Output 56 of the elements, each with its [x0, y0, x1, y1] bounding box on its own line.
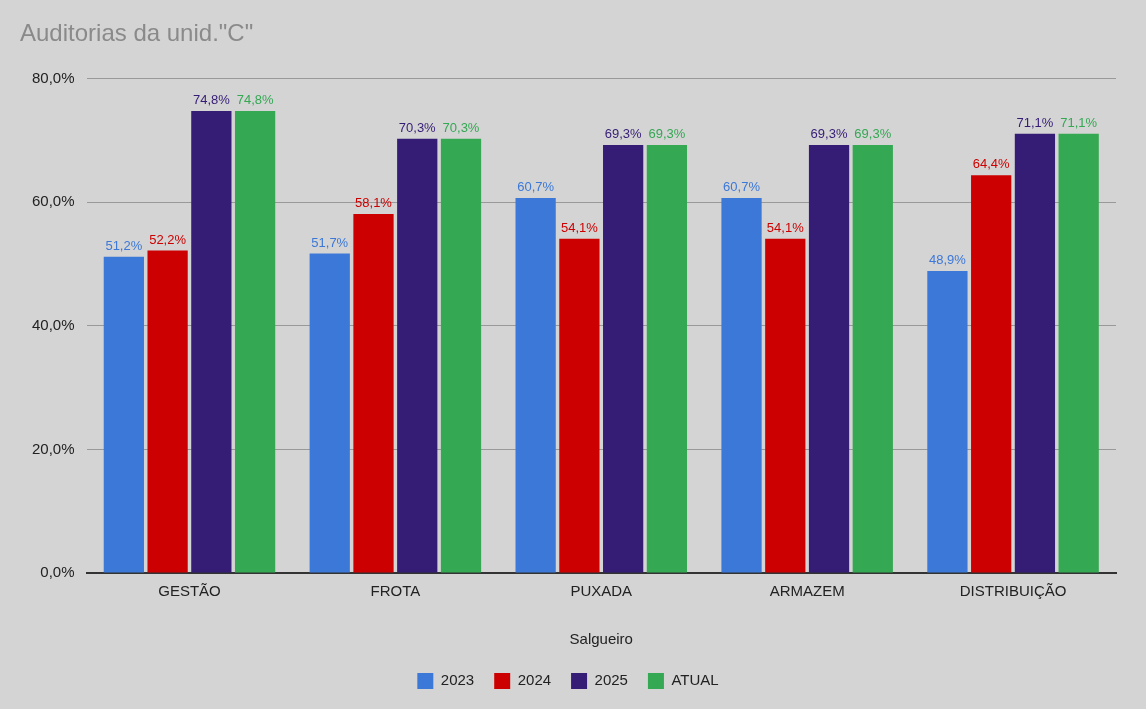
- data-label: 51,2%: [105, 237, 143, 253]
- data-label: 70,3%: [398, 119, 437, 135]
- bar: [353, 214, 394, 573]
- x-tick-label: ARMAZEM: [769, 582, 845, 600]
- legend-label: ATUAL: [671, 671, 719, 689]
- data-label: 54,1%: [560, 219, 599, 235]
- legend-label: 2023: [440, 671, 475, 689]
- bar: [646, 144, 688, 573]
- data-label: 70,3%: [442, 119, 480, 135]
- chart-title: Auditorias da unid."C": [20, 19, 254, 47]
- bar: [191, 110, 232, 573]
- x-axis-title: Salgueiro: [569, 630, 633, 648]
- y-tick-label: 80,0%: [31, 68, 75, 86]
- bar: [147, 250, 188, 573]
- bar: [1014, 133, 1056, 573]
- data-label: 58,1%: [355, 195, 393, 211]
- y-tick-label: 40,0%: [31, 316, 75, 334]
- legend-label: 2025: [594, 671, 628, 689]
- data-label: 71,1%: [1016, 114, 1054, 130]
- bar: [808, 144, 850, 573]
- data-label: 51,7%: [311, 234, 349, 250]
- bar: [721, 198, 762, 573]
- bar: [603, 144, 644, 573]
- data-label: 69,3%: [810, 125, 848, 141]
- data-label: 64,4%: [972, 156, 1011, 172]
- bar: [927, 270, 968, 573]
- bar: [234, 110, 276, 573]
- data-label: 74,8%: [236, 92, 274, 107]
- x-tick-label: GESTÃO: [158, 582, 221, 600]
- data-label: 54,1%: [766, 219, 805, 235]
- data-label: 71,1%: [1060, 114, 1098, 130]
- x-tick-label: DISTRIBUIÇÃO: [959, 582, 1067, 600]
- bar: [515, 198, 556, 573]
- bar: [440, 138, 482, 573]
- bar: [103, 256, 144, 573]
- legend-label: 2024: [517, 671, 552, 689]
- data-label: 69,3%: [854, 125, 892, 141]
- data-label: 74,8%: [192, 92, 231, 107]
- bar: [1058, 133, 1099, 573]
- y-tick-label: 0,0%: [40, 563, 75, 581]
- y-tick-label: 60,0%: [31, 192, 75, 210]
- bar: [397, 138, 438, 573]
- x-tick-label: PUXADA: [570, 582, 633, 600]
- data-label: 60,7%: [723, 179, 761, 195]
- data-label: 60,7%: [517, 179, 555, 195]
- bar: [765, 238, 806, 573]
- bar: [971, 175, 1012, 573]
- data-label: 52,2%: [149, 231, 187, 247]
- y-tick-label: 20,0%: [31, 439, 75, 457]
- data-label: 69,3%: [604, 125, 643, 141]
- bar: [852, 144, 893, 573]
- bar: [559, 238, 600, 573]
- data-label: 69,3%: [648, 125, 686, 141]
- data-label: 48,9%: [928, 252, 967, 267]
- bar: [309, 253, 350, 573]
- x-tick-label: FROTA: [370, 582, 421, 600]
